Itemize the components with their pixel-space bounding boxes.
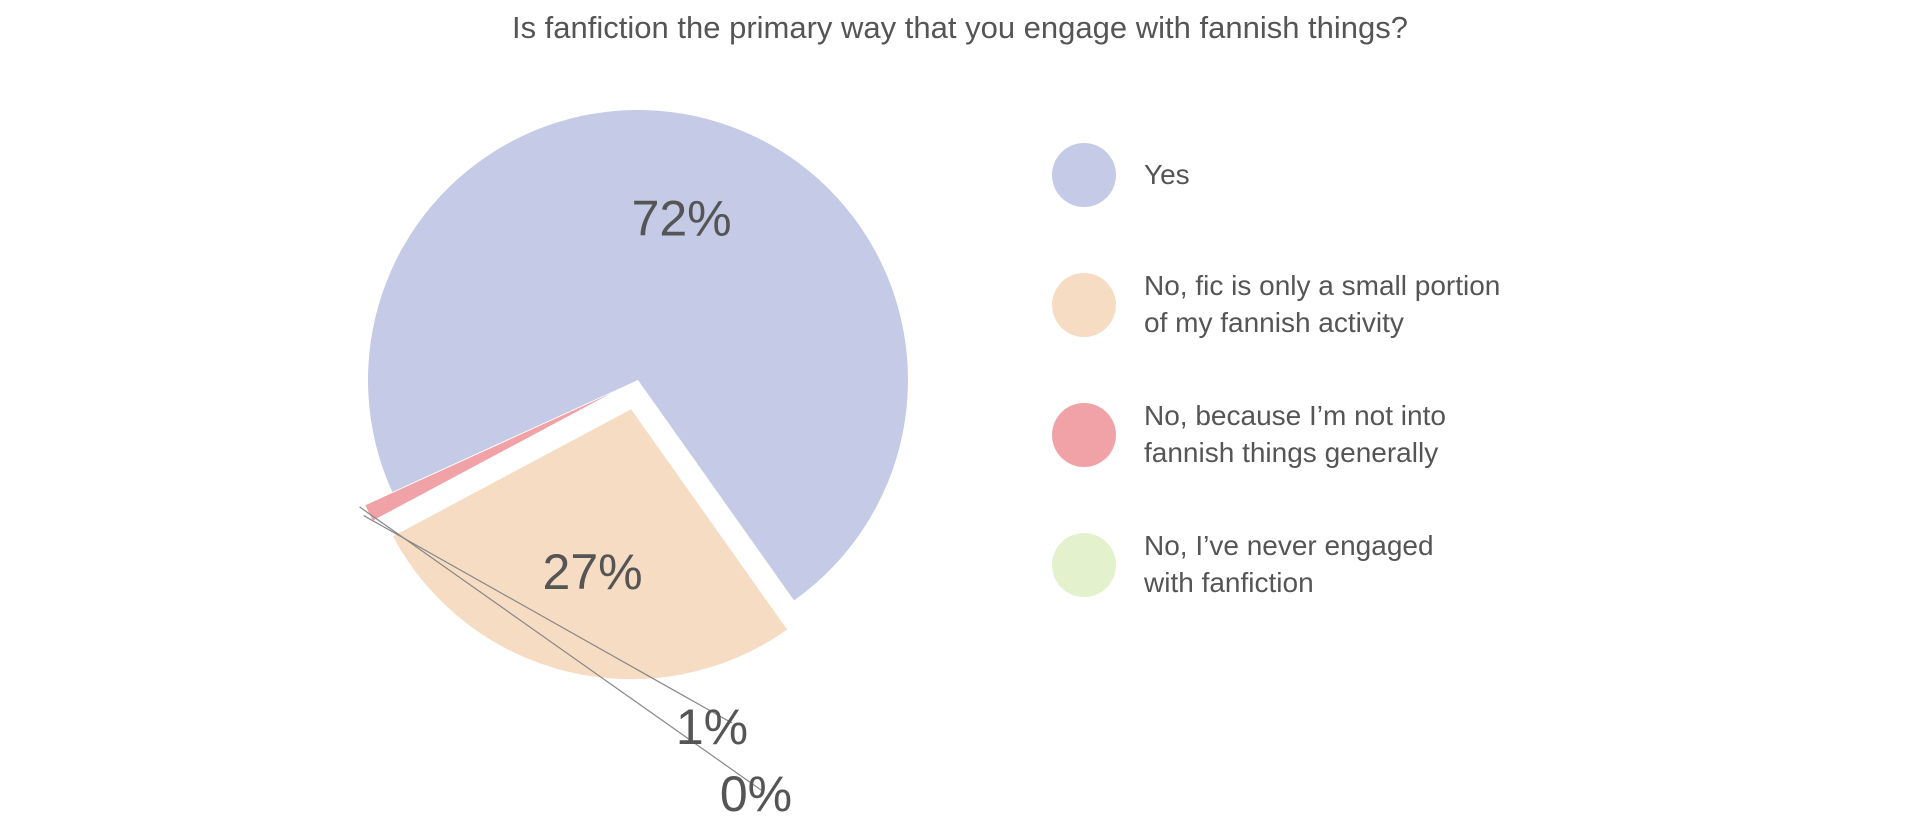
- legend-label-line: No, because I’m not into: [1144, 400, 1446, 431]
- pie-labels: 72% 27% 1% 0%: [543, 190, 793, 822]
- legend-item-small-portion: No, fic is only a small portion of my fa…: [1052, 262, 1612, 362]
- pie-label-small-portion: 27%: [543, 544, 643, 600]
- pie-slices: [365, 110, 909, 680]
- pie-leader-lines: [359, 506, 762, 791]
- legend-swatch-small-portion: [1052, 273, 1116, 337]
- leader-line-never-engaged: [359, 506, 762, 791]
- chart-title: Is fanfiction the primary way that you e…: [511, 10, 1409, 45]
- legend-item-yes: Yes: [1052, 132, 1612, 232]
- legend-label-line: No, I’ve never engaged: [1144, 530, 1434, 561]
- legend-label-line: with fanfiction: [1144, 567, 1314, 598]
- pie-label-yes: 72%: [632, 190, 732, 246]
- legend-label-not-into-fannish: No, because I’m not into fannish things …: [1144, 397, 1584, 471]
- legend-swatch-not-into-fannish: [1052, 403, 1116, 467]
- pie-label-never-engaged: 0%: [720, 766, 792, 822]
- legend-label-line: fannish things generally: [1144, 437, 1439, 468]
- pie-label-not-into-fannish: 1%: [676, 699, 748, 755]
- leader-line-not-into-fannish: [363, 515, 733, 724]
- legend-swatch-never-engaged: [1052, 533, 1116, 597]
- pie-slice-yes: [368, 110, 909, 601]
- legend-swatch-yes: [1052, 143, 1116, 207]
- legend-item-not-into-fannish: No, because I’m not into fannish things …: [1052, 392, 1612, 492]
- legend-label-never-engaged: No, I’ve never engaged with fanfiction: [1144, 527, 1584, 601]
- legend-item-never-engaged: No, I’ve never engaged with fanfiction: [1052, 522, 1612, 622]
- legend-label-line: of my fannish activity: [1144, 307, 1404, 338]
- pie-slice-small-portion: [392, 409, 788, 680]
- legend-label-line: Yes: [1144, 159, 1190, 190]
- legend-label-yes: Yes: [1144, 156, 1584, 193]
- legend-label-small-portion: No, fic is only a small portion of my fa…: [1144, 267, 1584, 341]
- pie-slice-not-into-fannish: [365, 393, 612, 521]
- legend-label-line: No, fic is only a small portion: [1144, 270, 1501, 301]
